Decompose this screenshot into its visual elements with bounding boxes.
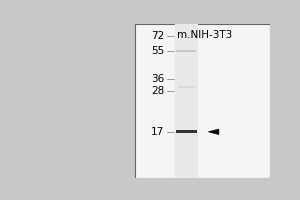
Polygon shape xyxy=(208,129,219,134)
Text: 72: 72 xyxy=(151,31,164,41)
Text: 28: 28 xyxy=(151,86,164,96)
Text: 36: 36 xyxy=(151,74,164,84)
Text: 55: 55 xyxy=(151,46,164,56)
Bar xyxy=(176,130,197,133)
Text: m.NIH-3T3: m.NIH-3T3 xyxy=(177,30,232,40)
Bar xyxy=(178,86,195,88)
Bar xyxy=(176,50,196,52)
Bar xyxy=(38,24,135,178)
Bar xyxy=(135,24,270,178)
Text: 17: 17 xyxy=(151,127,164,137)
Bar xyxy=(175,24,198,178)
